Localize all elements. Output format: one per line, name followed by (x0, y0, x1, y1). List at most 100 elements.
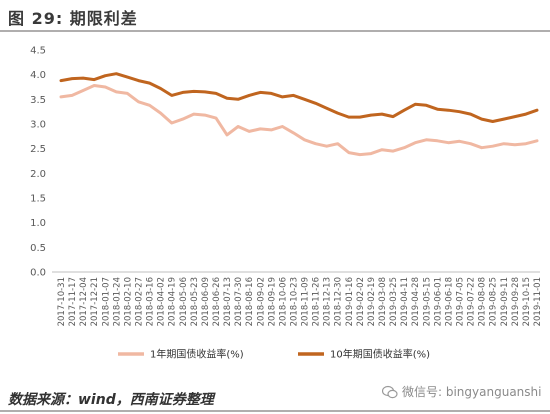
data-point (336, 142, 339, 145)
data-point (447, 141, 450, 144)
data-point (469, 112, 472, 116)
data-point (281, 125, 284, 128)
data-point (137, 100, 140, 104)
series-line-1 (59, 84, 539, 157)
x-tick-label: 2019-09-11 (500, 277, 510, 326)
legend-label: 1年期国债收益率(%) (150, 348, 244, 361)
y-axis: 4.5 4.0 3.5 3.0 2.5 2.0 1.5 1.0 0.5 0.0 (30, 46, 46, 279)
x-tick-label: 2019-07-22 (467, 277, 477, 326)
x-tick-label: 2017-12-04 (79, 277, 89, 326)
series-line-2 (59, 72, 539, 123)
watermark-text: 微信号: bingyanguanshi (402, 385, 542, 399)
data-point (259, 127, 262, 131)
y-tick-label: 0.0 (30, 268, 46, 279)
x-tick-label: 2019-03-08 (378, 277, 388, 326)
data-point (513, 143, 517, 146)
data-point (436, 108, 439, 111)
x-tick-label: 2018-05-23 (190, 277, 200, 326)
data-point (314, 142, 317, 145)
data-point (126, 92, 129, 95)
figure-title: 图 29: 期限利差 (8, 9, 138, 28)
data-point (347, 115, 350, 119)
data-point (325, 107, 328, 110)
x-tick-label: 2019-09-28 (511, 277, 521, 326)
x-tick-label: 2018-09-19 (267, 277, 277, 326)
data-point (436, 139, 439, 142)
data-point (137, 79, 140, 82)
data-point (513, 115, 517, 118)
data-point (391, 149, 395, 153)
x-tick-label: 2019-03-25 (389, 277, 399, 326)
x-tick-label: 2019-08-25 (489, 277, 499, 326)
x-tick-label: 2018-12-13 (323, 277, 333, 326)
data-point (181, 91, 184, 94)
data-point (214, 92, 218, 95)
x-tick-label: 2018-11-09 (301, 277, 311, 326)
x-tick-label: 2019-02-02 (356, 277, 366, 326)
data-point (248, 130, 251, 133)
x-tick-label: 2019-10-15 (522, 277, 532, 326)
data-point (358, 153, 362, 156)
y-tick-label: 3.5 (30, 95, 46, 106)
data-point (181, 117, 184, 121)
data-point (380, 112, 384, 116)
x-tick-label: 2018-06-26 (212, 277, 222, 326)
data-point (380, 148, 384, 151)
y-tick-label: 2.5 (30, 144, 46, 155)
data-point (535, 139, 539, 142)
data-point (458, 140, 461, 143)
x-tick-label: 2019-07-05 (456, 277, 466, 326)
data-point (115, 72, 118, 75)
legend-label: 10年期国债收益率(%) (330, 348, 430, 361)
x-tick-label: 2018-03-16 (146, 277, 156, 326)
data-point (225, 97, 229, 100)
data-point (347, 151, 350, 154)
data-point (159, 111, 162, 115)
data-point (358, 115, 362, 119)
y-tick-label: 3.0 (30, 120, 46, 131)
header-bar (0, 0, 550, 32)
y-tick-label: 1.5 (30, 194, 46, 205)
wechat-watermark: 微信号: bingyanguanshi (382, 383, 541, 400)
data-point (115, 90, 118, 94)
data-point (314, 102, 317, 105)
legend: 1年期国债收益率(%) 10年期国债收益率(%) (118, 348, 430, 361)
y-tick-label: 4.0 (30, 70, 46, 81)
x-tick-label: 2018-09-02 (256, 277, 266, 326)
data-point (93, 78, 96, 81)
data-point (104, 85, 107, 89)
x-tick-label: 2017-10-31 (57, 277, 67, 326)
data-point (403, 146, 406, 149)
data-point (159, 87, 162, 90)
x-tick-label: 2018-01-24 (112, 277, 122, 326)
data-point (369, 152, 373, 155)
data-point (425, 138, 428, 141)
data-point (336, 111, 339, 115)
y-tick-label: 1.0 (30, 218, 46, 229)
data-point (93, 84, 96, 87)
x-tick-label: 2018-07-13 (223, 277, 233, 326)
x-tick-label: 2018-10-23 (289, 277, 299, 326)
data-point (214, 116, 218, 120)
x-tick-label: 2018-04-19 (168, 277, 178, 326)
x-tick-label: 2018-02-27 (134, 277, 144, 326)
data-point (480, 146, 483, 149)
x-tick-label: 2018-08-16 (245, 277, 255, 326)
data-point (391, 115, 395, 118)
data-point (524, 112, 528, 116)
x-tick-label: 2017-11-17 (68, 277, 78, 326)
data-point (447, 109, 450, 112)
x-tick-label: 2018-04-02 (157, 277, 167, 326)
x-tick-label: 2019-11-01 (533, 277, 543, 326)
data-point (270, 128, 273, 132)
x-tick-label: 2019-06-01 (433, 277, 443, 326)
data-point (148, 104, 151, 107)
x-tick-label: 2019-04-28 (411, 277, 421, 326)
x-tick-label: 2018-02-10 (123, 277, 133, 326)
data-point (236, 98, 240, 101)
x-tick-label: 2019-04-11 (400, 277, 410, 326)
data-point (203, 113, 207, 117)
data-point (535, 109, 539, 112)
data-point (81, 89, 85, 92)
x-tick-label: 2019-06-18 (444, 277, 454, 326)
